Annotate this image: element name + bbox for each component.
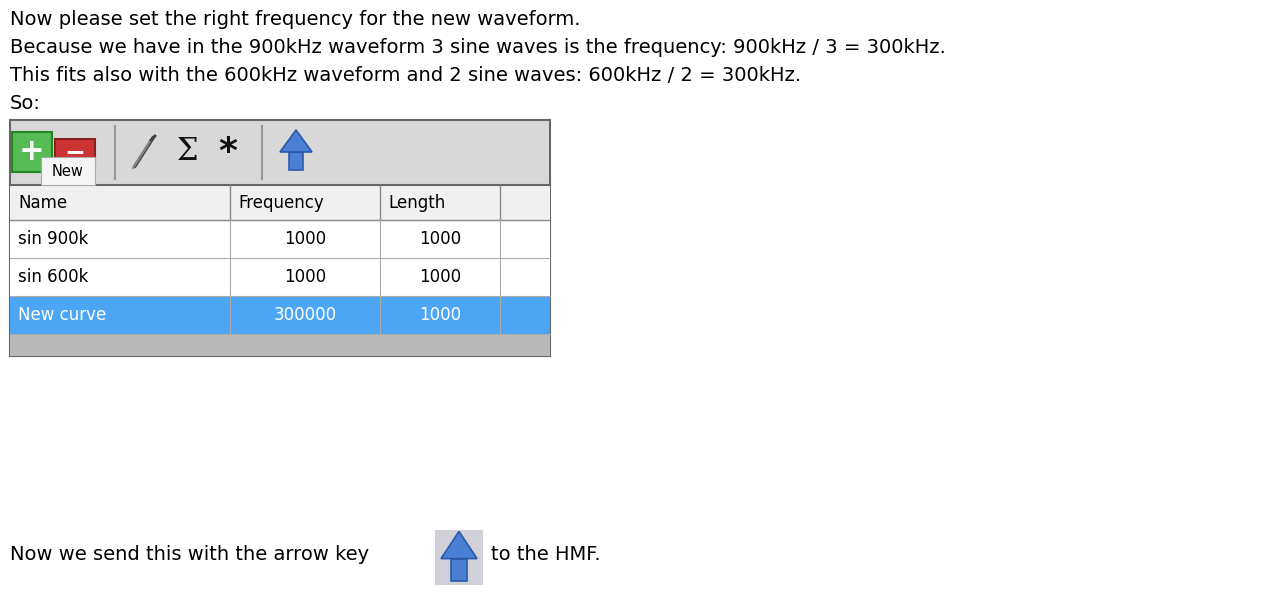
Text: Name: Name bbox=[18, 194, 67, 212]
Text: sin 900k: sin 900k bbox=[18, 230, 88, 248]
Bar bbox=[10, 334, 550, 356]
Text: New: New bbox=[52, 163, 84, 178]
Text: 1000: 1000 bbox=[284, 268, 326, 286]
Text: So:: So: bbox=[10, 94, 41, 113]
Text: Frequency: Frequency bbox=[238, 194, 324, 212]
Polygon shape bbox=[451, 558, 467, 581]
Text: Length: Length bbox=[388, 194, 445, 212]
Text: 1000: 1000 bbox=[419, 306, 461, 324]
Bar bbox=[10, 120, 550, 356]
Bar bbox=[435, 530, 483, 585]
Text: −: − bbox=[64, 140, 86, 164]
Polygon shape bbox=[289, 152, 303, 170]
Polygon shape bbox=[280, 130, 312, 152]
Bar bbox=[10, 220, 550, 258]
FancyBboxPatch shape bbox=[41, 157, 95, 185]
Text: This fits also with the 600kHz waveform and 2 sine waves: 600kHz / 2 = 300kHz.: This fits also with the 600kHz waveform … bbox=[10, 66, 801, 85]
Text: Now please set the right frequency for the new waveform.: Now please set the right frequency for t… bbox=[10, 10, 581, 29]
Text: Σ: Σ bbox=[177, 137, 198, 168]
Text: sin 600k: sin 600k bbox=[18, 268, 88, 286]
Text: to the HMF.: to the HMF. bbox=[492, 546, 600, 564]
Text: 1000: 1000 bbox=[419, 230, 461, 248]
Text: New curve: New curve bbox=[18, 306, 106, 324]
Text: Now we send this with the arrow key: Now we send this with the arrow key bbox=[10, 546, 369, 564]
Bar bbox=[10, 258, 550, 296]
Bar bbox=[10, 120, 550, 185]
Text: 1000: 1000 bbox=[284, 230, 326, 248]
Text: 1000: 1000 bbox=[419, 268, 461, 286]
Bar bbox=[10, 185, 550, 220]
Polygon shape bbox=[442, 531, 477, 558]
Text: 300000: 300000 bbox=[274, 306, 337, 324]
Text: Because we have in the 900kHz waveform 3 sine waves is the frequency: 900kHz / 3: Because we have in the 900kHz waveform 3… bbox=[10, 38, 946, 57]
FancyBboxPatch shape bbox=[55, 139, 95, 166]
Text: +: + bbox=[19, 137, 45, 166]
Bar bbox=[10, 296, 550, 334]
Text: *: * bbox=[219, 135, 238, 169]
FancyBboxPatch shape bbox=[12, 132, 52, 172]
